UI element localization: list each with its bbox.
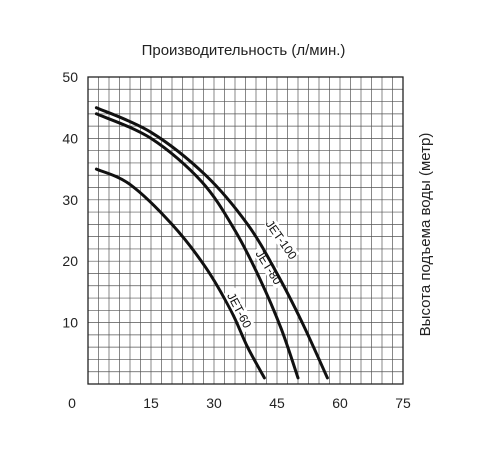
y-tick-label: 10 bbox=[62, 315, 78, 331]
curve-jet-80 bbox=[94, 112, 300, 380]
x-tick-label: 75 bbox=[395, 395, 411, 411]
curve-label-background bbox=[251, 244, 287, 290]
curve-label-background bbox=[263, 217, 300, 262]
y-tick-label: 30 bbox=[62, 192, 78, 208]
x-tick-label: 0 bbox=[68, 395, 76, 411]
x-tick-label: 15 bbox=[143, 395, 159, 411]
y-tick-label: 20 bbox=[62, 253, 78, 269]
x-tick-label: 60 bbox=[332, 395, 348, 411]
x-tick-labels: 0 15 30 45 60 75 bbox=[68, 395, 411, 411]
curve-jet-60 bbox=[94, 167, 266, 380]
x-tick-label: 30 bbox=[206, 395, 222, 411]
y-tick-label: 50 bbox=[62, 69, 78, 85]
chart-title: Производительность (л/мин.) bbox=[142, 42, 346, 59]
y-tick-labels: 10 20 30 40 50 bbox=[62, 69, 78, 331]
grid bbox=[88, 77, 403, 384]
curve-label-background bbox=[223, 287, 256, 333]
x-tick-label: 45 bbox=[269, 395, 285, 411]
y-axis-label: Высота подъема воды (метр) bbox=[417, 133, 434, 337]
curve-jet-100 bbox=[94, 106, 329, 380]
y-tick-label: 40 bbox=[62, 130, 78, 146]
plot-frame bbox=[87, 76, 404, 385]
